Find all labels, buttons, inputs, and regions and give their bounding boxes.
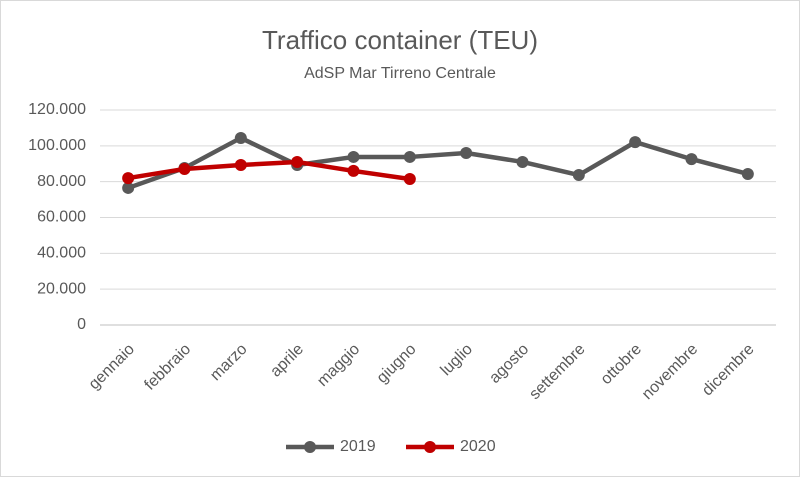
series-line <box>127 159 411 182</box>
point <box>460 147 473 159</box>
point <box>122 181 135 194</box>
point <box>122 172 135 185</box>
point <box>685 153 698 166</box>
point <box>234 131 247 144</box>
y-tick-label: 0 <box>77 316 86 333</box>
point <box>347 164 360 177</box>
point <box>178 162 191 175</box>
point <box>403 150 416 163</box>
y-tick-label: 40.000 <box>37 245 86 262</box>
point <box>234 159 247 172</box>
y-tick-label: 100.000 <box>28 137 86 154</box>
legend-marker <box>424 441 436 453</box>
y-tick-label: 120.000 <box>28 101 86 118</box>
point <box>516 155 529 168</box>
point <box>572 169 585 182</box>
series-line <box>127 135 749 191</box>
legend-label: 2020 <box>460 438 496 455</box>
chart-title: Traffico container (TEU) <box>262 25 538 55</box>
y-tick-label: 60.000 <box>37 209 86 226</box>
chart-subtitle: AdSP Mar Tirreno Centrale <box>304 65 496 82</box>
y-tick-label: 20.000 <box>37 280 86 297</box>
point <box>741 167 754 180</box>
legend-label: 2019 <box>340 438 376 455</box>
y-tick-label: 80.000 <box>37 173 86 190</box>
point <box>629 136 642 149</box>
legend-marker <box>304 441 316 453</box>
point <box>347 150 360 163</box>
point <box>403 172 416 185</box>
point <box>291 155 304 168</box>
